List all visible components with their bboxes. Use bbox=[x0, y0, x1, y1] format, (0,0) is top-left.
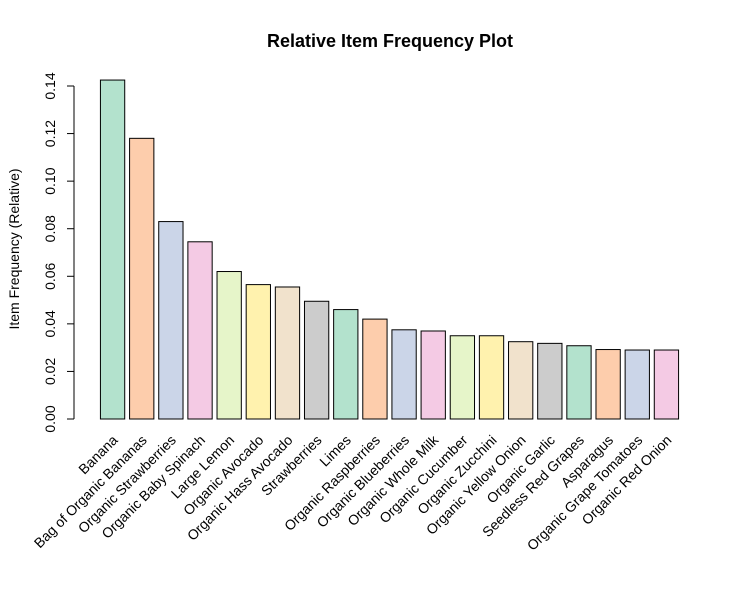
bar bbox=[624, 349, 650, 420]
chart-title: Relative Item Frequency Plot bbox=[267, 31, 513, 51]
bar bbox=[274, 286, 301, 420]
bar bbox=[566, 345, 592, 420]
y-axis-label: Item Frequency (Relative) bbox=[6, 168, 22, 329]
bar bbox=[99, 79, 126, 420]
y-tick-label: 0.14 bbox=[42, 72, 58, 99]
bar bbox=[595, 349, 621, 420]
bar bbox=[216, 271, 242, 420]
bar bbox=[187, 241, 213, 420]
y-axis: 0.00 0.02 0.04 0.06 0.08 0.10 0.12 0.14 bbox=[42, 72, 75, 433]
bar bbox=[129, 137, 155, 420]
bar bbox=[537, 342, 563, 420]
bar bbox=[653, 349, 680, 420]
bar bbox=[303, 300, 330, 420]
bar bbox=[449, 335, 476, 420]
bar bbox=[245, 284, 271, 420]
y-tick-label: 0.08 bbox=[42, 215, 58, 242]
y-tick-label: 0.10 bbox=[42, 167, 58, 194]
bar bbox=[362, 318, 388, 420]
y-tick-label: 0.02 bbox=[42, 358, 58, 385]
bars bbox=[99, 79, 680, 420]
bar bbox=[420, 330, 446, 420]
y-tick-label: 0.12 bbox=[42, 120, 58, 147]
bar bbox=[508, 341, 534, 420]
y-tick-label: 0.04 bbox=[42, 310, 58, 337]
bar bbox=[158, 221, 184, 420]
bar bbox=[478, 335, 505, 420]
y-tick-label: 0.06 bbox=[42, 262, 58, 289]
bar bbox=[333, 309, 359, 420]
y-tick-label: 0.00 bbox=[42, 405, 58, 432]
bar bbox=[391, 329, 417, 420]
